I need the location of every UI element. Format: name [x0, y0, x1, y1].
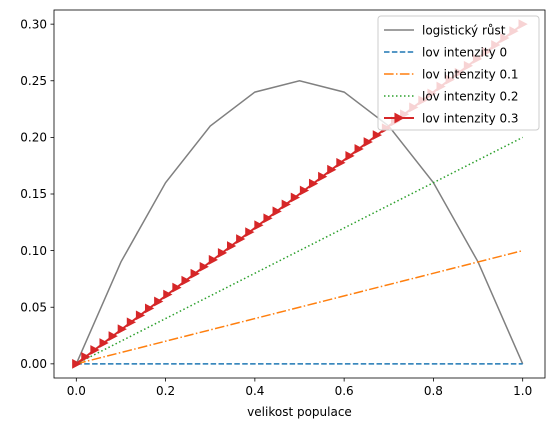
- legend-item: logistický růst: [384, 23, 506, 37]
- series-marker: [108, 331, 118, 341]
- legend-label: lov intenzity 0.1: [422, 67, 519, 81]
- legend-label: lov intenzity 0.3: [422, 111, 519, 125]
- y-tick-label: 0.20: [20, 131, 47, 145]
- series-marker: [172, 282, 182, 293]
- series-marker: [135, 310, 146, 321]
- y-tick-label: 0.15: [20, 187, 47, 201]
- series-marker: [208, 254, 219, 265]
- series-marker: [327, 164, 337, 175]
- series-marker: [254, 220, 264, 231]
- x-axis-label: velikost populace: [247, 405, 352, 419]
- series-marker: [217, 248, 228, 258]
- series-marker: [336, 157, 346, 168]
- series-line-1: [75, 79, 524, 365]
- y-tick-label: 0.30: [20, 17, 47, 31]
- series-3: [76, 249, 523, 365]
- x-tick-label: 0.6: [335, 384, 354, 398]
- series-marker: [318, 171, 328, 182]
- series-marker: [372, 130, 382, 140]
- x-tick-label: 0.0: [67, 384, 86, 398]
- series-line-4: [75, 136, 524, 365]
- x-tick-label: 1.0: [513, 384, 532, 398]
- y-tick-label: 0.00: [20, 357, 47, 371]
- series-marker: [190, 268, 200, 279]
- y-tick-label: 0.10: [20, 244, 47, 258]
- series-marker: [299, 185, 310, 196]
- series-marker: [308, 178, 319, 189]
- series-marker: [363, 137, 373, 147]
- legend-item: lov intenzity 0.1: [384, 67, 519, 81]
- series-marker: [281, 199, 291, 210]
- x-tick-label: 0.8: [424, 384, 443, 398]
- series-line-3: [76, 249, 523, 365]
- y-tick-label: 0.05: [20, 300, 47, 314]
- series-marker: [263, 213, 273, 224]
- series-marker: [354, 144, 364, 154]
- series-marker: [90, 345, 100, 355]
- series-4: [75, 136, 524, 365]
- x-tick-label: 0.2: [156, 384, 175, 398]
- series-marker: [236, 234, 246, 244]
- series-marker: [154, 296, 164, 307]
- series-marker: [245, 227, 255, 237]
- x-tick-label: 0.4: [245, 384, 264, 398]
- series-marker: [81, 352, 91, 362]
- legend-marker: [394, 112, 405, 124]
- series-marker: [99, 338, 109, 348]
- series-marker: [181, 275, 191, 286]
- axes-layer: 0.0 0.2 0.4 0.6 0.8 1.0 0.00 0.05 0.10 0.15 0.20 0.…: [20, 9, 546, 398]
- legend-label: logistický růst: [422, 23, 506, 37]
- series-marker: [163, 289, 173, 300]
- series-marker: [145, 303, 155, 314]
- series-marker: [199, 261, 209, 272]
- series-marker: [117, 324, 127, 335]
- y-tick-label: 0.25: [20, 74, 47, 88]
- legend: logistický růst lov intenzity 0 lov intenz…: [377, 15, 540, 131]
- series-1: [75, 79, 524, 365]
- legend-label: lov intenzity 0: [422, 45, 507, 59]
- legend-item: lov intenzity 0.3: [384, 111, 519, 125]
- legend-box: [377, 15, 540, 131]
- legend-item: lov intenzity 0.2: [384, 89, 519, 103]
- series-marker: [290, 192, 301, 203]
- series-marker: [126, 317, 137, 328]
- series-marker: [72, 358, 82, 369]
- legend-label: lov intenzity 0.2: [422, 89, 519, 103]
- legend-item: lov intenzity 0: [384, 45, 507, 59]
- series-marker: [272, 206, 282, 217]
- series-marker: [226, 241, 237, 251]
- series-marker: [345, 151, 355, 161]
